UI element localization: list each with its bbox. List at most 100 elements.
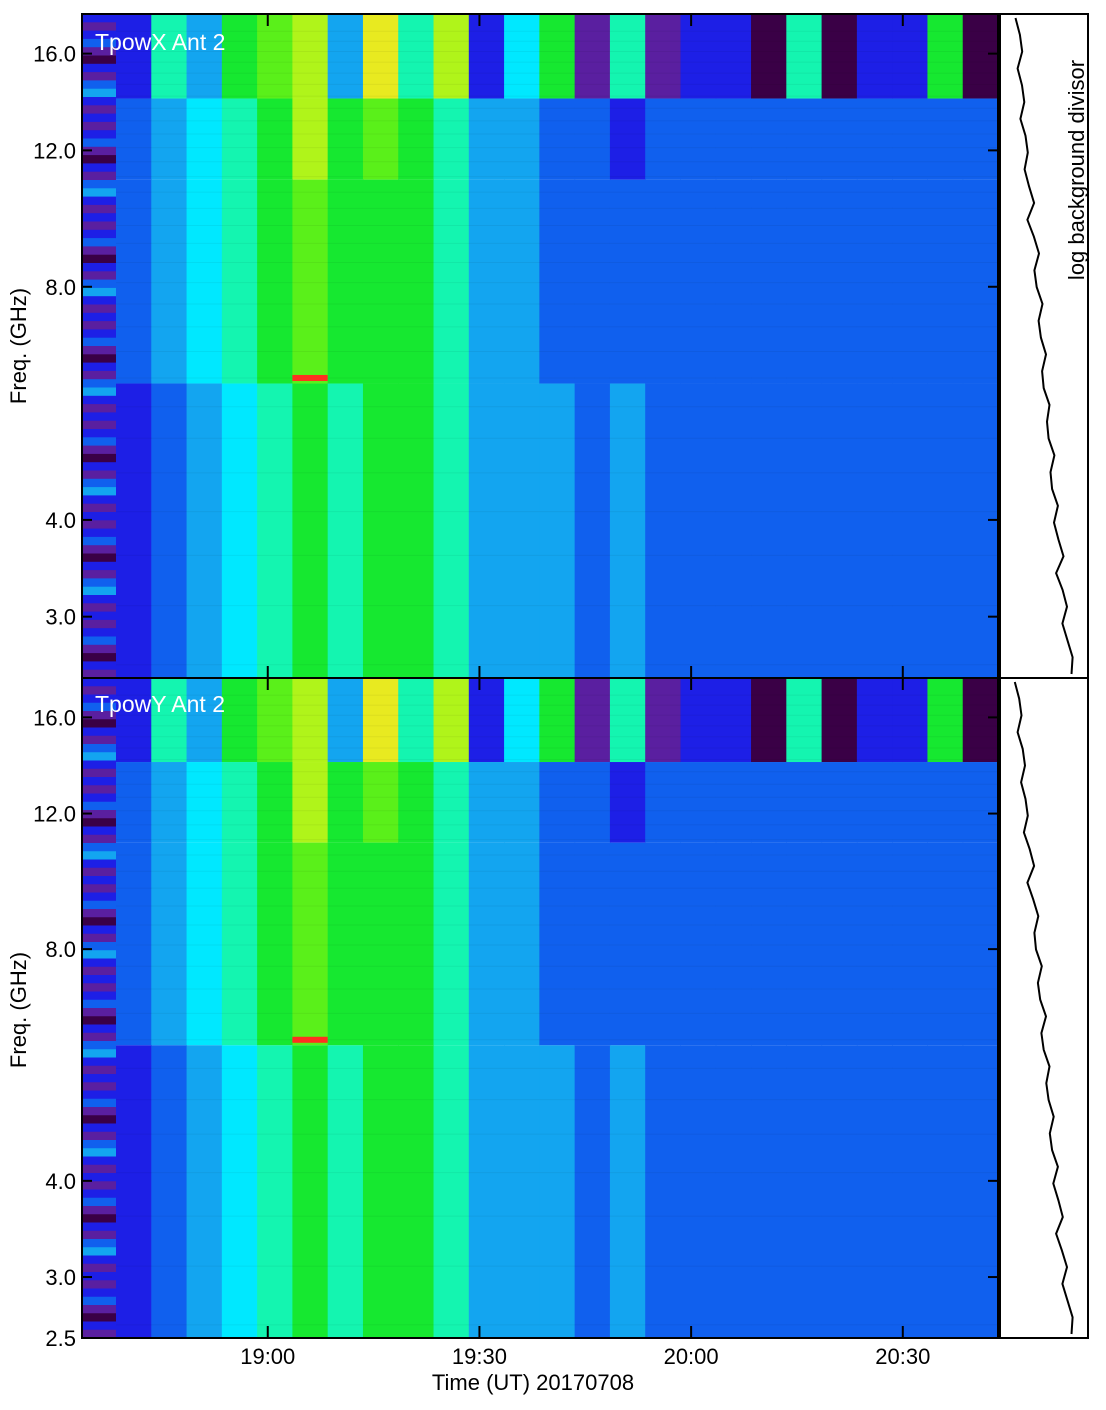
heatmap-cell xyxy=(468,383,505,678)
strip-cell xyxy=(82,950,116,959)
strip-cell xyxy=(82,379,116,388)
heatmap-cell xyxy=(398,14,435,99)
heatmap-cell xyxy=(221,383,258,678)
heatmap-cell xyxy=(892,1045,928,1338)
strip-cell xyxy=(82,196,116,206)
strip-cell xyxy=(82,636,116,646)
heatmap-cell xyxy=(609,842,646,1046)
strip-cell xyxy=(82,1082,116,1091)
heatmap-cell xyxy=(151,98,188,180)
strip-cell xyxy=(82,512,116,521)
strip-cell xyxy=(82,22,116,32)
tpowx-background-curve xyxy=(1014,17,1074,675)
heatmap-cell xyxy=(116,14,152,99)
heatmap-cell xyxy=(574,179,611,384)
heatmap-cell xyxy=(327,14,364,99)
strip-cell xyxy=(82,553,116,563)
heatmap-cell xyxy=(433,762,470,843)
heatmap-cell xyxy=(680,678,717,763)
heatmap-cell xyxy=(221,678,258,763)
heatmap-cell xyxy=(398,1045,435,1338)
strip-cell xyxy=(82,735,116,745)
strip-cell xyxy=(82,1041,116,1050)
strip-cell xyxy=(82,72,116,81)
heatmap-cell xyxy=(221,1045,258,1338)
strip-cell xyxy=(82,370,116,380)
x-tick-label: 19:30 xyxy=(452,1344,507,1369)
heatmap-cell xyxy=(221,762,258,843)
heatmap-cell xyxy=(645,678,681,763)
heatmap-cell xyxy=(786,98,823,180)
heatmap-cell xyxy=(362,98,399,180)
strip-cell xyxy=(82,793,116,803)
heatmap-cell xyxy=(574,14,611,99)
heatmap-cell xyxy=(539,98,576,180)
strip-cell xyxy=(82,777,116,786)
heatmap-cell xyxy=(468,179,505,384)
strip-cell xyxy=(82,1305,116,1314)
heatmap-cell xyxy=(680,842,717,1046)
strip-cell xyxy=(82,97,116,106)
strip-cell xyxy=(82,925,116,935)
strip-cell xyxy=(82,859,116,869)
heatmap-cell xyxy=(292,678,329,763)
strip-cell xyxy=(82,1329,116,1339)
heatmap-cell xyxy=(433,842,470,1046)
heatmap-cell xyxy=(786,14,823,99)
strip-cell xyxy=(82,785,116,794)
heatmap-cell xyxy=(892,842,928,1046)
heatmap-cell xyxy=(116,842,152,1046)
heatmap-cell xyxy=(715,383,752,678)
heatmap-cell xyxy=(962,678,999,763)
heatmap-cell xyxy=(962,179,999,384)
strip-cell xyxy=(82,669,116,679)
strip-cell xyxy=(82,429,116,438)
heatmap-cell xyxy=(398,98,435,180)
heatmap-cell xyxy=(433,179,470,384)
heatmap-cell xyxy=(504,98,540,180)
strip-cell xyxy=(82,801,116,811)
strip-cell xyxy=(82,420,116,430)
heatmap-cell xyxy=(680,383,717,678)
heatmap-cell xyxy=(116,383,152,678)
strip-cell xyxy=(82,30,116,40)
strip-cell xyxy=(82,412,116,422)
strip-cell xyxy=(82,1156,116,1166)
heatmap-cell xyxy=(821,98,858,180)
heatmap-cell xyxy=(292,842,329,1046)
strip-cell xyxy=(82,155,116,164)
strip-cell xyxy=(82,619,116,629)
heatmap-cell xyxy=(327,678,364,763)
heatmap-cell xyxy=(433,14,470,99)
heatmap-cell xyxy=(362,179,399,384)
y-tick-label: 3.0 xyxy=(45,605,76,630)
tpowy-panel: TpowY Ant 2 xyxy=(81,677,1089,1339)
strip-cell xyxy=(82,752,116,761)
heatmap-cell xyxy=(257,762,293,843)
strip-cell xyxy=(82,437,116,447)
strip-cell xyxy=(82,843,116,852)
heatmap-cell xyxy=(962,14,999,99)
heatmap-cell xyxy=(398,678,435,763)
strip-cell xyxy=(82,188,116,198)
strip-cell xyxy=(82,867,116,877)
heatmap-cell xyxy=(927,1045,964,1338)
strip-cell xyxy=(82,1173,116,1182)
heatmap-cell xyxy=(292,1045,329,1338)
heatmap-cell xyxy=(856,1045,893,1338)
strip-cell xyxy=(82,80,116,90)
tpowy-heatmap xyxy=(82,678,999,1339)
heatmap-cell xyxy=(962,762,999,843)
strip-cell xyxy=(82,686,116,695)
heatmap-cell xyxy=(927,179,964,384)
heatmap-cell xyxy=(151,678,188,763)
heatmap-cell xyxy=(186,383,223,678)
strip-cell xyxy=(82,1272,116,1281)
heatmap-cell xyxy=(504,14,540,99)
heatmap-cell xyxy=(362,762,399,843)
heatmap-cell xyxy=(715,1045,752,1338)
heatmap-cell xyxy=(539,762,576,843)
strip-cell xyxy=(82,1164,116,1174)
strip-cell xyxy=(82,892,116,902)
heatmap-cell xyxy=(257,678,293,763)
